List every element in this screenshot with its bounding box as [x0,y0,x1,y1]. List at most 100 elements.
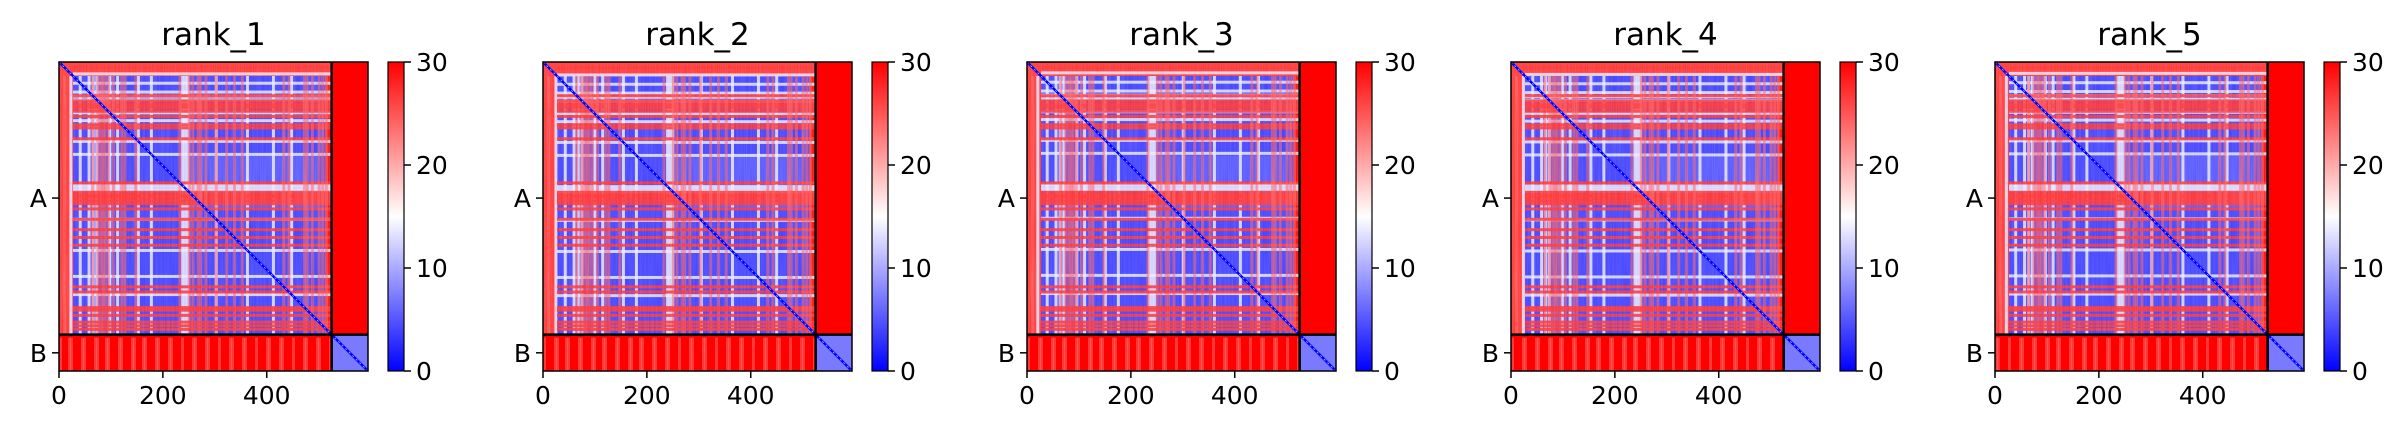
chain-b-texture [1286,337,1289,371]
chain-b-texture [1587,337,1590,371]
chain-b-texture [131,337,134,371]
chain-b-texture [1136,337,1139,371]
chain-b-texture [1770,337,1773,371]
chain-b-texture [615,337,618,371]
chain-b-texture [1659,337,1662,371]
chain-b-texture [2230,337,2233,371]
chain-b-texture [268,337,271,371]
chain-b-texture [715,337,718,371]
x-tick-label: 400 [243,381,291,410]
plot-frame [1994,61,2305,372]
chain-b-texture [1186,337,1189,371]
chain-b-texture [292,337,295,371]
chain-b-texture [2132,337,2135,371]
chain-b-texture [2180,337,2183,371]
chain-b-texture [1040,337,1043,371]
chain-b-texture [2121,337,2124,371]
chain-b-texture [316,337,319,371]
colorbar [387,61,405,372]
chain-b-texture [1624,337,1627,371]
chain-b-texture [231,337,234,371]
chain-b-texture [318,337,321,371]
chain-b-texture [1236,337,1239,371]
chain-b-texture [1585,337,1588,371]
x-tick-label: 0 [1019,381,1035,410]
chain-b-texture [2019,337,2022,371]
plot-frame [1026,61,1337,372]
chain-b-texture [565,337,568,371]
chain-b-texture [2256,337,2259,371]
chain-b-texture [1238,337,1241,371]
diagonal-line [1994,61,2305,372]
chain-b-texture [279,337,282,371]
chain-b-texture [1709,337,1712,371]
chain-b-texture [702,337,705,371]
chain-b-texture [2082,337,2085,371]
y-chain-label: B [1966,339,1983,368]
chain-b-texture [1162,337,1165,371]
chain-b-texture [2106,337,2109,371]
chain-b-texture [1561,337,1564,371]
chain-b-texture [678,337,681,371]
chain-b-texture [170,337,173,371]
chain-b-texture [802,337,805,371]
chain-b-texture [1685,337,1688,371]
chain-b-texture [789,337,792,371]
chain-b-texture [1683,337,1686,371]
chain-b-texture [1114,337,1117,371]
chain-b-texture [194,337,197,371]
colorbar-tick-label: 20 [900,151,932,180]
chain-b-texture [2217,337,2220,371]
chain-b-texture [2034,337,2037,371]
chain-b-texture [2156,337,2159,371]
chain-b-texture [1201,337,1204,371]
colorbar-tick-label: 0 [1868,357,1884,386]
chain-b-texture [2084,337,2087,371]
colorbar [871,61,889,372]
chain-b-texture [1759,337,1762,371]
chain-b-texture [776,337,779,371]
chain-b-texture [1262,337,1265,371]
chain-b-texture [667,337,670,371]
chain-b-texture [2095,337,2098,371]
heatmap-area [542,61,853,372]
chain-b-texture [1574,337,1577,371]
colorbar-tick-label: 30 [900,48,932,77]
y-chain-label: A [998,184,1015,213]
diagonal-line [542,61,853,372]
chain-b-texture [1733,337,1736,371]
x-tick-label: 200 [139,381,187,410]
chain-b-texture [255,337,258,371]
chain-b-texture [1596,337,1599,371]
chain-b-texture [142,337,145,371]
chain-b-texture [157,337,160,371]
plot-frame [58,61,369,372]
x-tick-label: 400 [1211,381,1259,410]
chain-b-texture [1598,337,1601,371]
chain-b-texture [1038,337,1041,371]
y-chain-label: B [30,339,47,368]
chain-b-texture [1537,337,1540,371]
chain-b-texture [1696,337,1699,371]
x-tick-label: 200 [1107,381,1155,410]
chain-b-texture [691,337,694,371]
y-chain-label: A [1966,184,1983,213]
chain-b-texture [281,337,284,371]
chain-b-texture [2219,337,2222,371]
chain-b-texture [578,337,581,371]
colorbar-tick-label: 0 [900,357,916,386]
plot-frame [1510,61,1821,372]
chain-b-texture [739,337,742,371]
chain-b-texture [1997,337,2000,371]
chain-b-texture [1635,337,1638,371]
chain-b-texture [1090,337,1093,371]
x-tick-label: 400 [2179,381,2227,410]
heatmap-area [1510,61,1821,372]
chain-b-texture [1720,337,1723,371]
chain-b-texture [2195,337,2198,371]
y-chain-label: B [514,339,531,368]
y-chain-label: B [998,339,1015,368]
colorbar [1355,61,1373,372]
